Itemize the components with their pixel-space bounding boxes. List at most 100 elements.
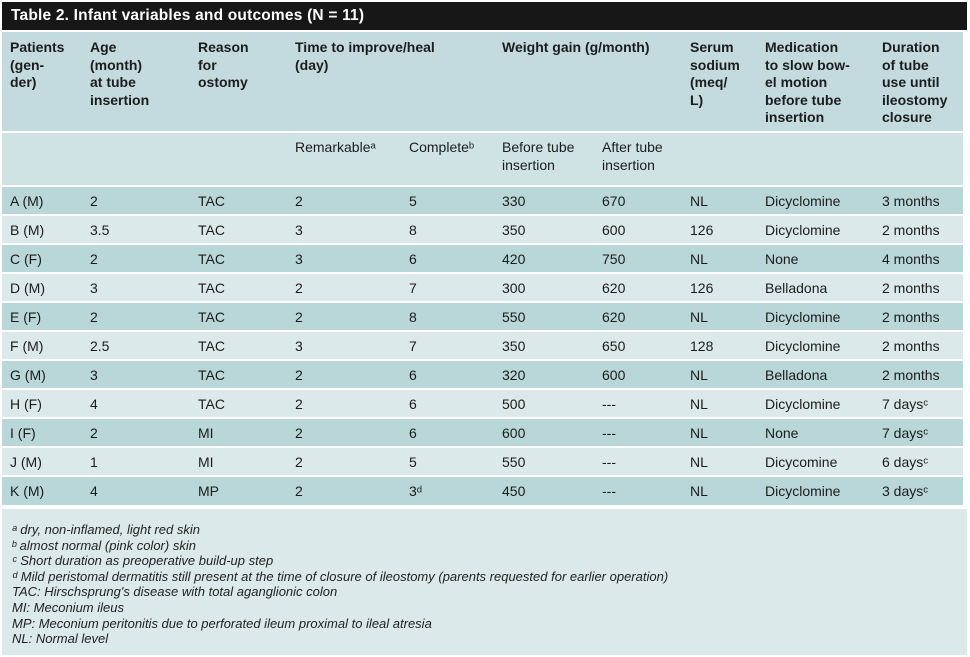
footnote: ᶜ Short duration as preoperative build-u… bbox=[12, 553, 274, 569]
subcol-header-complete: Completeᵇ bbox=[401, 131, 494, 186]
table-row: H (F) 4 TAC 2 6 500 --- NL Dicyclomine 7… bbox=[2, 388, 963, 418]
table-cell: G (M) bbox=[2, 359, 82, 389]
col-header-reason: Reason for ostomy bbox=[190, 32, 287, 132]
table-cell: 8 bbox=[401, 301, 494, 331]
table-cell: 2 months bbox=[874, 272, 963, 302]
table-cell: NL bbox=[682, 359, 757, 389]
table-cell: 126 bbox=[682, 272, 757, 302]
table-cell: 550 bbox=[494, 301, 594, 331]
table-cell: TAC bbox=[190, 185, 287, 215]
table-cell: NL bbox=[682, 185, 757, 215]
table-cell: TAC bbox=[190, 214, 287, 244]
table-row: J (M) 1 MI 2 5 550 --- NL Dicycomine 6 d… bbox=[2, 446, 963, 476]
table-row: I (F) 2 MI 2 6 600 --- NL None 7 daysᶜ bbox=[2, 417, 963, 447]
table-cell: 7 daysᶜ bbox=[874, 417, 963, 447]
table-row: C (F) 2 TAC 3 6 420 750 NL None 4 months bbox=[2, 243, 963, 273]
table-row: F (M) 2.5 TAC 3 7 350 650 128 Dicyclomin… bbox=[2, 330, 963, 360]
col-header-age: Age (month) at tube insertion bbox=[82, 32, 190, 132]
table-cell: 1 bbox=[82, 446, 190, 476]
table-cell: TAC bbox=[190, 330, 287, 360]
infant-outcomes-table: Patients (gen- der) Age (month) at tube … bbox=[2, 32, 963, 505]
table-cell: 550 bbox=[494, 446, 594, 476]
table-row: K (M) 4 MP 2 3ᵈ 450 --- NL Dicyclomine 3… bbox=[2, 475, 963, 505]
table-row: A (M) 2 TAC 2 5 330 670 NL Dicyclomine 3… bbox=[2, 185, 963, 215]
table-cell: Dicyclomine bbox=[757, 388, 874, 418]
table-cell: 2 bbox=[82, 301, 190, 331]
table-cell: 3ᵈ bbox=[401, 475, 494, 505]
col-header-patients: Patients (gen- der) bbox=[2, 32, 82, 132]
table-cell: 3 months bbox=[874, 185, 963, 215]
table-cell: 3 bbox=[287, 214, 401, 244]
table-cell: I (F) bbox=[2, 417, 82, 447]
table-cell: 2 bbox=[82, 417, 190, 447]
table-cell: TAC bbox=[190, 272, 287, 302]
col-header-weight-gain: Weight gain (g/month) bbox=[494, 32, 682, 132]
table-cell: 350 bbox=[494, 214, 594, 244]
footnote: ᵃ dry, non-inflamed, light red skin bbox=[12, 522, 200, 537]
table-cell: 2 bbox=[287, 185, 401, 215]
table-cell: NL bbox=[682, 388, 757, 418]
subcol-header-before-tube: Before tube insertion bbox=[494, 131, 594, 186]
table-header-row: Patients (gen- der) Age (month) at tube … bbox=[2, 32, 963, 132]
table-cell: Belladona bbox=[757, 272, 874, 302]
table-cell: 4 months bbox=[874, 243, 963, 273]
table-cell: H (F) bbox=[2, 388, 82, 418]
table-cell: 2 months bbox=[874, 301, 963, 331]
table-cell: 128 bbox=[682, 330, 757, 360]
table-cell: 7 daysᶜ bbox=[874, 388, 963, 418]
subcol-header-remarkable: Remarkableᵃ bbox=[287, 131, 401, 186]
table-cell: 126 bbox=[682, 214, 757, 244]
table-row: D (M) 3 TAC 2 7 300 620 126 Belladona 2 … bbox=[2, 272, 963, 302]
table-cell: Dicyclomine bbox=[757, 301, 874, 331]
table-cell: 330 bbox=[494, 185, 594, 215]
subheader-spacer bbox=[190, 131, 287, 186]
table-cell: NL bbox=[682, 475, 757, 505]
table-cell: TAC bbox=[190, 388, 287, 418]
table-subheader-row: Remarkableᵃ Completeᵇ Before tube insert… bbox=[2, 131, 963, 186]
table-cell: MI bbox=[190, 417, 287, 447]
table-cell: 2.5 bbox=[82, 330, 190, 360]
table-cell: K (M) bbox=[2, 475, 82, 505]
table-cell: 320 bbox=[494, 359, 594, 389]
table-cell: 500 bbox=[494, 388, 594, 418]
col-header-duration: Duration of tube use until ileostomy clo… bbox=[874, 32, 963, 132]
table-cell: Dicyclomine bbox=[757, 330, 874, 360]
table-cell: Belladona bbox=[757, 359, 874, 389]
col-header-serum-sodium: Serum sodium (meq/ L) bbox=[682, 32, 757, 132]
table-cell: 3 bbox=[82, 359, 190, 389]
table-cell: 2 bbox=[287, 388, 401, 418]
table-cell: D (M) bbox=[2, 272, 82, 302]
table-cell: 3 bbox=[82, 272, 190, 302]
subcol-header-after-tube: After tube insertion bbox=[594, 131, 682, 186]
table-cell: MI bbox=[190, 446, 287, 476]
table-cell: 620 bbox=[594, 272, 682, 302]
footnote: MP: Meconium peritonitis due to perforat… bbox=[12, 615, 432, 631]
table-row: E (F) 2 TAC 2 8 550 620 NL Dicyclomine 2… bbox=[2, 301, 963, 331]
table-cell: 4 bbox=[82, 475, 190, 505]
table-cell: 6 bbox=[401, 243, 494, 273]
table-cell: 2 bbox=[287, 475, 401, 505]
footnotes: ᵃ dry, non-inflamed, light red skin ᵇ al… bbox=[2, 509, 967, 655]
table-cell: 8 bbox=[401, 214, 494, 244]
table-cell: 3 bbox=[287, 243, 401, 273]
table-cell: 2 bbox=[82, 185, 190, 215]
table-cell: 600 bbox=[494, 417, 594, 447]
subheader-spacer bbox=[2, 131, 82, 186]
table-cell: 350 bbox=[494, 330, 594, 360]
table-cell: J (M) bbox=[2, 446, 82, 476]
table-cell: 650 bbox=[594, 330, 682, 360]
table-cell: 5 bbox=[401, 446, 494, 476]
table-cell: NL bbox=[682, 417, 757, 447]
col-header-medication: Medication to slow bow- el motion before… bbox=[757, 32, 874, 132]
table-cell: --- bbox=[594, 446, 682, 476]
table-cell: --- bbox=[594, 417, 682, 447]
subheader-spacer bbox=[874, 131, 963, 186]
table-cell: TAC bbox=[190, 301, 287, 331]
table-cell: 600 bbox=[594, 359, 682, 389]
col-header-time-to-improve: Time to improve/heal (day) bbox=[287, 32, 494, 132]
table-cell: 4 bbox=[82, 388, 190, 418]
table-cell: 2 months bbox=[874, 330, 963, 360]
table-cell: 6 daysᶜ bbox=[874, 446, 963, 476]
table-cell: Dicyclomine bbox=[757, 214, 874, 244]
